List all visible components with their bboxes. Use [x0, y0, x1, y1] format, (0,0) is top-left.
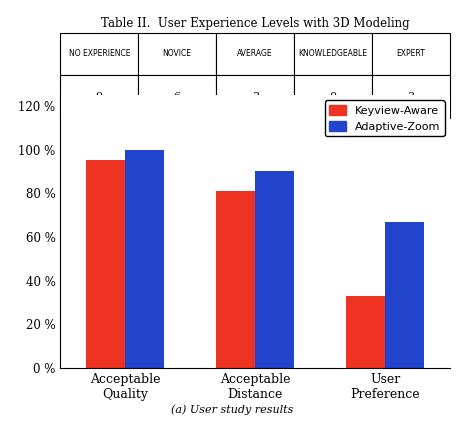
- Bar: [125, 150, 164, 368]
- Bar: [384, 222, 423, 368]
- Bar: [216, 191, 255, 368]
- Bar: [86, 160, 125, 368]
- Bar: [255, 171, 294, 368]
- Text: (a) User study results: (a) User study results: [170, 404, 293, 415]
- Bar: [345, 296, 384, 368]
- Legend: Keyview-Aware, Adaptive-Zoom: Keyview-Aware, Adaptive-Zoom: [324, 101, 444, 137]
- Text: Table II.  User Experience Levels with 3D Modeling: Table II. User Experience Levels with 3D…: [100, 17, 409, 30]
